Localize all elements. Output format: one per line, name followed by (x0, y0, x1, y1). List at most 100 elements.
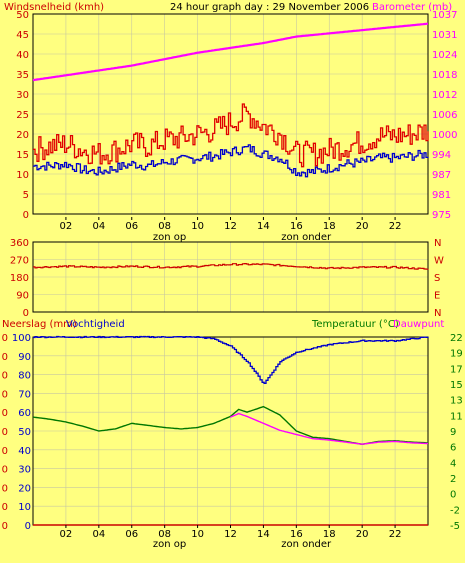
rain-tick: 0 (2, 521, 8, 532)
humidity-tick: 20 (18, 483, 31, 494)
hour-tick-label: 18 (323, 529, 336, 540)
direction-compass-tick: W (434, 256, 444, 267)
hour-tick-label: 16 (290, 529, 303, 540)
humidity-series (33, 335, 429, 384)
temperature-tick: 0 (450, 490, 456, 501)
rain-tick: 0 (2, 352, 8, 363)
barometer-tick: 981 (432, 190, 451, 201)
barometer-tick: 975 (432, 210, 451, 221)
climate-panel-hour-labels: 02 04 06 08 10 12 14 16 18 20 22 (60, 525, 401, 540)
hour-tick-label: 22 (389, 221, 402, 232)
dewpoint-axis-label: Dauwpunt (393, 319, 444, 330)
hour-tick-label: 20 (356, 529, 369, 540)
sunrise-label: zon op (153, 232, 186, 243)
wind-speed-tick: 5 (23, 190, 29, 201)
hour-tick-label: 12 (224, 221, 237, 232)
humidity-tick: 90 (18, 352, 31, 363)
direction-compass-tick: N (434, 238, 441, 249)
hour-tick-label: 06 (125, 529, 138, 540)
wind-speed-tick: 10 (16, 170, 29, 181)
direction-compass-tick: N (434, 308, 441, 319)
rain-tick-labels: 0 0 0 0 0 0 0 0 0 0 0 (2, 333, 8, 532)
wind-panel-hour-labels: 02 04 06 08 10 12 14 16 18 20 22 (60, 217, 402, 232)
wind-speed-tick: 0 (23, 210, 29, 221)
hour-tick-label: 02 (60, 529, 73, 540)
rain-tick: 0 (2, 502, 8, 513)
sunset-label-bottom: zon onder (281, 539, 332, 550)
humidity-tick: 80 (18, 371, 31, 382)
humidity-tick: 10 (18, 502, 31, 513)
sunset-label: zon onder (281, 232, 332, 243)
barometer-tick: 1024 (432, 50, 457, 61)
direction-panel-series (33, 263, 429, 270)
temperature-tick: 11 (450, 411, 463, 422)
humidity-tick: 100 (12, 333, 31, 344)
dewpoint-series (230, 412, 428, 445)
hour-tick-label: 04 (92, 529, 105, 540)
direction-degree-tick-labels: 0 90 180 270 360 (10, 238, 29, 319)
wind-speed-tick: 50 (16, 10, 29, 21)
wind-speed-tick: 15 (16, 150, 29, 161)
barometer-tick: 1018 (432, 70, 457, 81)
hour-tick-label: 12 (224, 529, 237, 540)
humidity-tick: 40 (18, 446, 31, 457)
hour-tick-label: 14 (257, 529, 270, 540)
wind-speed-tick: 35 (16, 70, 29, 81)
rain-tick: 0 (2, 371, 8, 382)
temperature-tick: -5 (450, 521, 460, 532)
wind-panel-series (32, 22, 429, 178)
wind-gust-series (33, 103, 429, 168)
hour-tick-label: 08 (158, 529, 171, 540)
wind-speed-tick: 30 (16, 90, 29, 101)
humidity-tick: 0 (25, 521, 31, 532)
direction-degree-tick: 90 (16, 291, 29, 302)
humidity-tick: 50 (18, 427, 31, 438)
barometer-tick: 1031 (432, 30, 457, 41)
temperature-tick: 19 (450, 349, 463, 360)
direction-panel-border (32, 241, 429, 313)
barometer-tick: 1037 (432, 10, 457, 21)
direction-panel-grid (33, 242, 428, 312)
hour-tick-label: 16 (290, 221, 303, 232)
rain-axis-label: Neerslag (mm) (2, 319, 77, 330)
direction-degree-tick: 270 (10, 256, 29, 267)
direction-compass-tick: S (434, 273, 440, 284)
hour-tick-label: 08 (158, 221, 171, 232)
humidity-tick: 70 (18, 389, 31, 400)
temperature-tick-labels: -5 -2 0 2 4 6 9 11 13 15 17 19 22 (450, 333, 463, 532)
rain-tick: 0 (2, 427, 8, 438)
wind-speed-tick: 45 (16, 30, 29, 41)
wind-panel-border (32, 13, 429, 215)
rain-tick: 0 (2, 333, 8, 344)
temperature-tick: 15 (450, 380, 463, 391)
temperature-tick: 2 (450, 474, 456, 485)
humidity-tick: 60 (18, 408, 31, 419)
hour-tick-label: 10 (191, 529, 204, 540)
rain-tick: 0 (2, 483, 8, 494)
temperature-tick: 9 (450, 427, 456, 438)
temperature-tick: 6 (450, 443, 456, 454)
barometer-tick: 1012 (432, 90, 457, 101)
barometer-tick: 987 (432, 170, 451, 181)
temperature-tick: -2 (450, 505, 460, 516)
temperature-tick: 22 (450, 333, 463, 344)
wind-average-series (33, 144, 429, 178)
direction-degree-tick: 0 (23, 308, 29, 319)
barometer-tick-labels: 975 981 987 994 1000 1006 1012 1018 1024 1031 1037 (432, 10, 457, 221)
barometer-tick: 1006 (432, 110, 457, 121)
wind-speed-tick: 20 (16, 130, 29, 141)
humidity-tick-labels: 0 10 20 30 40 50 60 70 80 90 100 (12, 333, 31, 532)
hour-tick-label: 10 (191, 221, 204, 232)
temperature-tick: 4 (450, 458, 456, 469)
hour-tick-label: 14 (257, 221, 270, 232)
hour-tick-label: 20 (356, 221, 369, 232)
rain-tick: 0 (2, 408, 8, 419)
wind-speed-tick: 25 (16, 110, 29, 121)
temperature-axis-label: Temperatuur (°C) (311, 319, 399, 330)
climate-panel-grid (33, 337, 428, 525)
rain-tick: 0 (2, 465, 8, 476)
temperature-tick: 17 (450, 364, 463, 375)
barometer-axis-label: Barometer (mb) (372, 2, 452, 13)
graph-title: 24 hour graph day : 29 November 2006 (170, 2, 369, 13)
